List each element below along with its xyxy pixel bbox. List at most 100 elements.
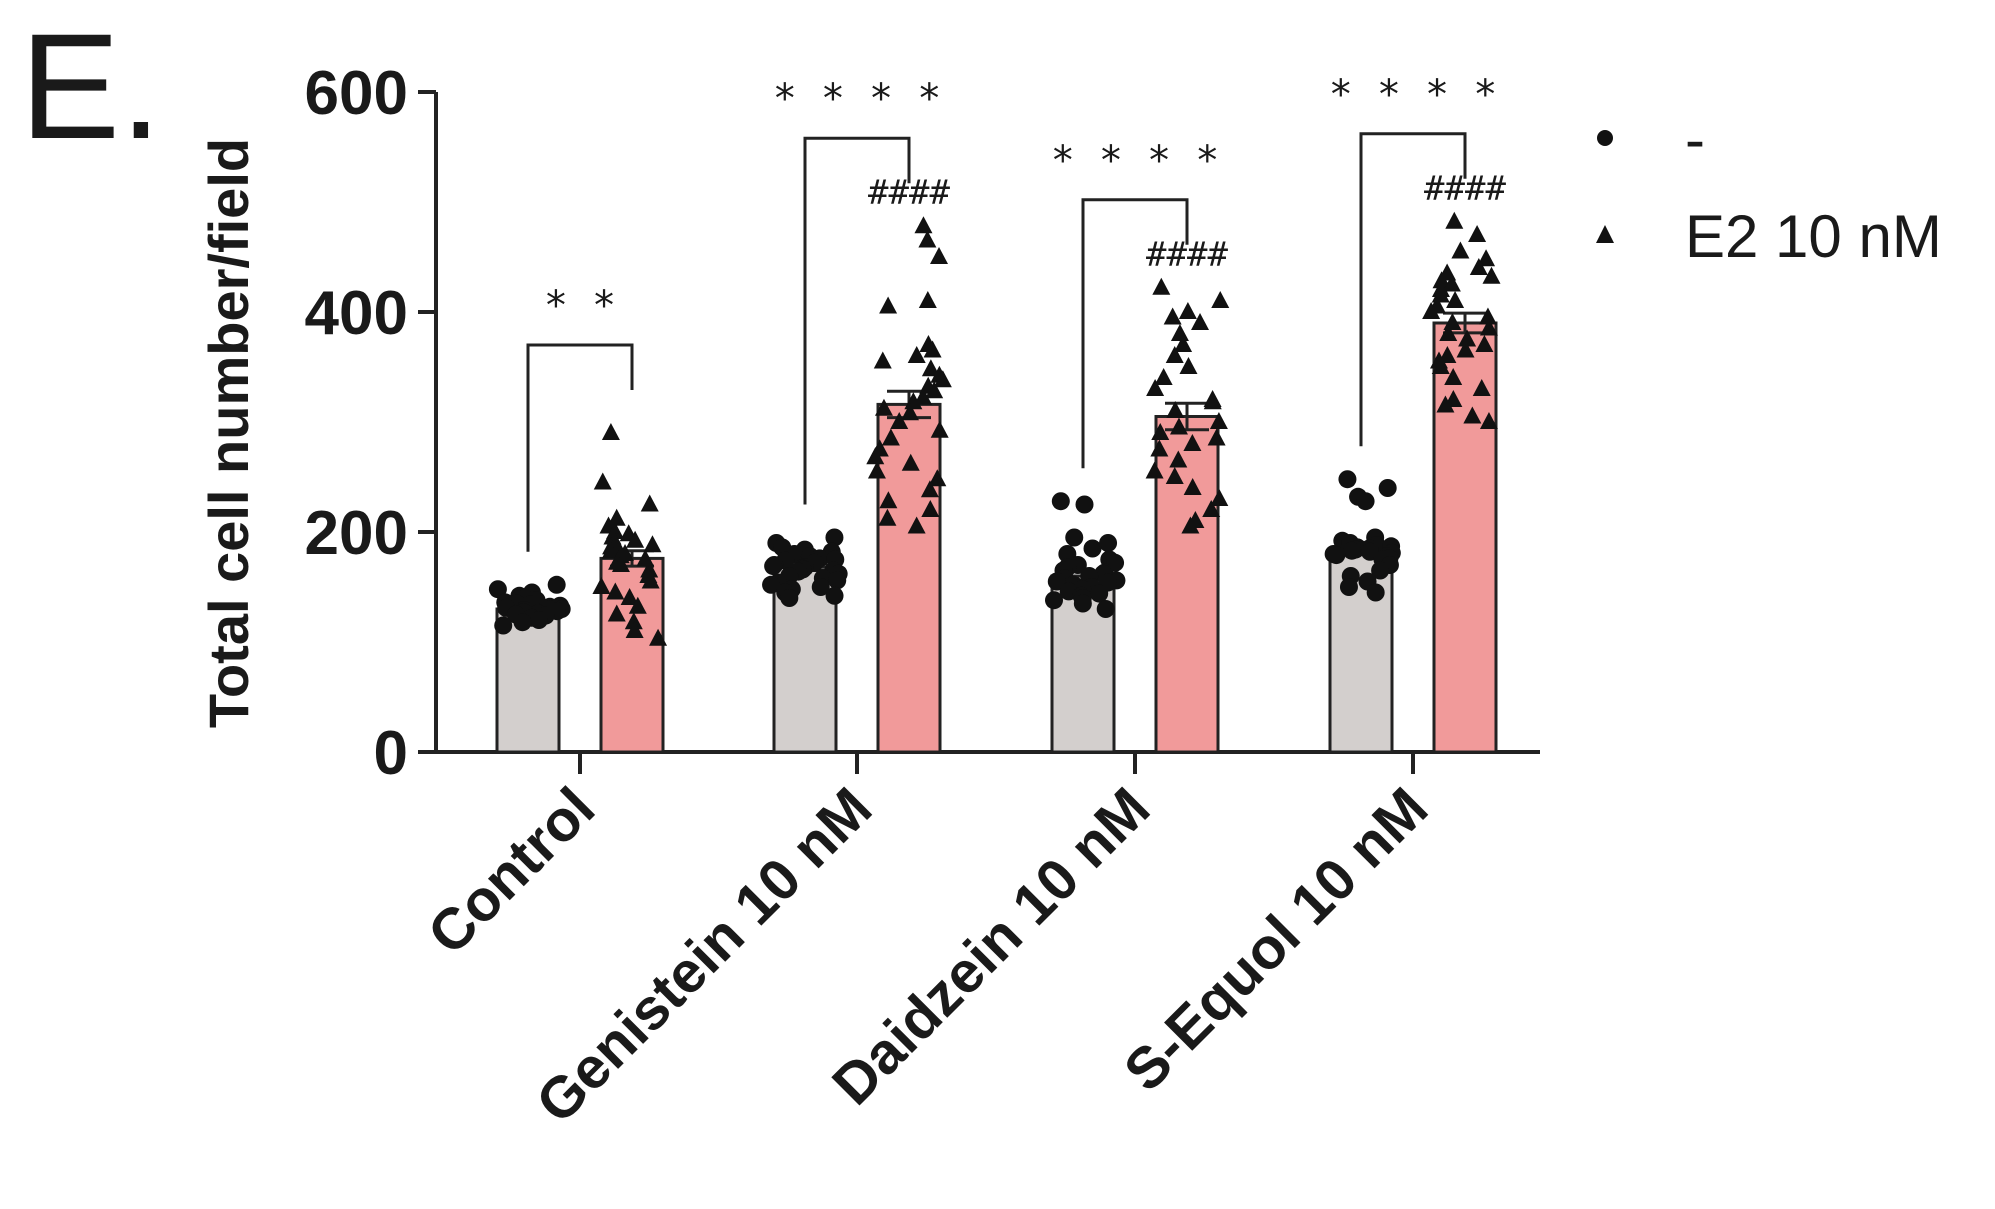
data-point-triangle — [866, 447, 885, 465]
data-point-triangle — [907, 346, 926, 363]
data-point-circle — [1083, 539, 1102, 558]
data-point-triangle — [1475, 335, 1494, 352]
data-point-triangle — [1482, 266, 1501, 284]
hash-annotation: #### — [1424, 169, 1506, 209]
data-point-triangle — [1146, 379, 1165, 396]
data-point-triangle — [592, 577, 611, 594]
data-point-circle — [513, 613, 532, 632]
data-point-triangle — [1456, 340, 1475, 358]
data-point-circle — [1096, 600, 1115, 618]
data-point-triangle — [1183, 478, 1202, 495]
data-point-triangle — [1469, 258, 1488, 275]
data-point-triangle — [930, 247, 949, 264]
data-point-triangle — [879, 296, 898, 314]
data-point-triangle — [1439, 324, 1458, 341]
data-point-circle — [1075, 495, 1094, 514]
data-point-triangle — [1422, 302, 1441, 319]
significance-stars: * * * * — [773, 76, 942, 122]
significance-bracket — [1359, 132, 1467, 447]
data-point-triangle — [901, 453, 920, 471]
data-point-triangle — [921, 359, 940, 377]
bar-e2-2 — [1154, 415, 1220, 754]
data-point-triangle — [1432, 271, 1451, 289]
data-point-circle — [494, 616, 513, 635]
data-point-triangle — [601, 541, 620, 559]
data-point-triangle — [914, 216, 933, 234]
data-point-triangle — [1152, 277, 1171, 295]
data-point-circle — [825, 528, 844, 547]
data-point-circle — [1045, 591, 1064, 610]
significance-bracket — [526, 343, 634, 552]
data-point-triangle — [1445, 211, 1464, 229]
y-tick-label: 600 — [305, 59, 408, 128]
data-point-triangle — [1163, 307, 1182, 325]
x-tick-label: S-Equol 10 nM — [1112, 775, 1441, 1104]
data-point-circle — [1090, 584, 1109, 603]
data-point-triangle — [1202, 500, 1221, 517]
data-point-circle — [1073, 594, 1092, 613]
data-point-triangle — [1444, 368, 1463, 385]
hash-annotation: #### — [868, 173, 950, 213]
data-point-circle — [780, 589, 799, 607]
data-point-triangle — [1166, 401, 1185, 418]
data-point-triangle — [593, 472, 612, 490]
data-point-triangle — [1431, 357, 1450, 374]
y-tick-label: 0 — [374, 719, 408, 788]
data-point-triangle — [607, 508, 626, 526]
data-point-triangle — [923, 340, 942, 358]
significance-stars: * * * * — [1051, 138, 1220, 184]
data-point-triangle — [611, 555, 630, 572]
data-point-triangle — [881, 428, 900, 446]
legend: - E2 10 nM — [1596, 106, 1942, 270]
data-point-triangle — [1174, 335, 1193, 352]
data-point-triangle — [1446, 291, 1465, 308]
data-point-triangle — [1191, 313, 1210, 330]
data-point-triangle — [643, 535, 662, 553]
hash-annotation: #### — [1146, 235, 1228, 275]
data-point-triangle — [1150, 439, 1169, 457]
data-point-triangle — [920, 480, 939, 498]
significance-stars: * * — [544, 283, 616, 329]
data-point-triangle — [625, 621, 644, 638]
data-point-circle — [1338, 470, 1357, 489]
data-point-circle — [762, 575, 781, 594]
data-point-triangle — [641, 571, 660, 589]
bar-e2-1 — [876, 402, 942, 754]
data-point-triangle — [914, 387, 933, 405]
data-point-circle — [1371, 561, 1390, 580]
data-point-triangle — [1207, 428, 1226, 446]
data-point-circle — [764, 557, 783, 576]
data-point-triangle — [1477, 249, 1496, 267]
data-point-circle — [488, 580, 507, 599]
data-point-triangle — [867, 461, 886, 479]
data-point-triangle — [1169, 450, 1188, 468]
y-axis-title: Total cell number/field — [197, 138, 260, 728]
data-point-circle — [1339, 578, 1358, 596]
data-point-triangle — [649, 628, 668, 646]
data-point-triangle — [928, 469, 947, 487]
data-point-triangle — [874, 398, 893, 416]
significance-stars: * * * * — [1329, 72, 1498, 118]
data-point-triangle — [925, 381, 944, 399]
data-point-triangle — [607, 604, 626, 622]
legend-marker-triangle — [1596, 225, 1614, 243]
significance-bracket — [803, 136, 911, 505]
data-point-triangle — [1209, 412, 1228, 429]
data-point-triangle — [930, 420, 949, 438]
data-point-circle — [1327, 546, 1346, 565]
data-point-triangle — [873, 351, 892, 369]
data-points — [488, 211, 1501, 646]
legend-label: E2 10 nM — [1685, 203, 1942, 270]
data-point-circle — [1356, 492, 1375, 511]
data-point-triangle — [1436, 395, 1455, 413]
data-point-triangle — [1151, 423, 1170, 440]
data-point-triangle — [921, 500, 940, 517]
data-point-triangle — [904, 392, 923, 410]
data-point-triangle — [1183, 434, 1202, 451]
data-point-triangle — [1211, 291, 1230, 308]
data-point-circle — [825, 586, 844, 605]
significance-annotations: * * * * * * #### * * * * #### * * * * #### — [526, 72, 1506, 552]
data-point-triangle — [1145, 461, 1164, 479]
data-point-triangle — [1169, 417, 1188, 435]
legend-label: - — [1685, 106, 1705, 173]
